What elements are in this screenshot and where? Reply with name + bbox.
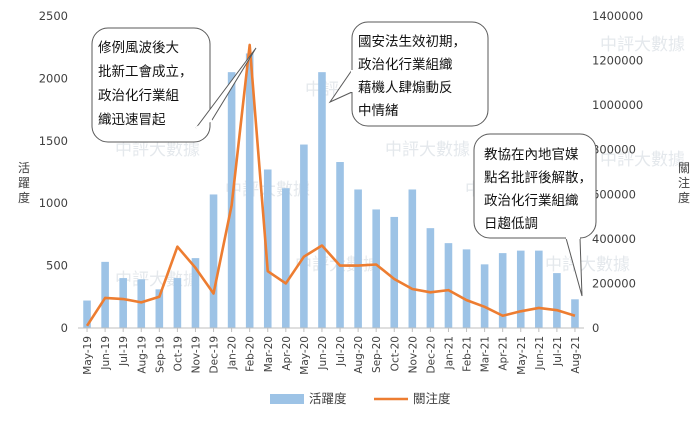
- bar: [336, 162, 344, 328]
- x-tick-label: Jul-21: [552, 336, 564, 367]
- x-tick-label: Feb-20: [245, 336, 257, 372]
- right-tick-label: 0: [592, 321, 599, 335]
- x-tick-label: Oct-19: [172, 336, 184, 371]
- callout-line: 政治化行業組織: [358, 57, 453, 73]
- bar: [318, 72, 326, 328]
- x-tick-label: Dec-20: [425, 336, 437, 373]
- left-axis-title: 活躍度: [18, 161, 30, 205]
- bar: [119, 278, 127, 328]
- x-tick-label: May-21: [516, 336, 528, 375]
- callout-line: 政治化行業組織: [484, 193, 579, 209]
- right-tick-label: 200000: [592, 276, 636, 290]
- x-tick-label: Jan-20: [227, 336, 239, 370]
- x-tick-label: Jul-19: [118, 336, 130, 367]
- bar: [282, 188, 290, 328]
- x-tick-label: Apr-20: [281, 336, 293, 371]
- right-tick-label: 1400000: [592, 9, 643, 23]
- x-tick-label: Sep-19: [154, 336, 166, 373]
- legend-label-bar: 活躍度: [309, 391, 347, 406]
- bar: [101, 262, 109, 328]
- right-axis-title: 關注度: [678, 161, 690, 205]
- x-tick-label: May-19: [82, 336, 94, 375]
- right-tick-label: 400000: [592, 232, 636, 246]
- bar: [427, 228, 435, 328]
- callout-line: 點名批評後解散，: [484, 170, 592, 186]
- watermark-text: 中評大數據: [600, 35, 685, 55]
- watermark-text: 中評大數據: [545, 255, 630, 275]
- legend-label-line: 關注度: [413, 391, 451, 406]
- callout-line: 教協在內地官媒: [484, 147, 579, 163]
- bar: [553, 273, 561, 328]
- callout-line: 修例風波後大: [98, 40, 179, 56]
- x-tick-label: Jun-21: [534, 336, 546, 371]
- x-tick-label: May-20: [299, 336, 311, 375]
- callout-line: 政治化行業組: [98, 88, 179, 104]
- left-tick-label: 1000: [39, 196, 68, 210]
- bar: [517, 251, 525, 328]
- x-tick-label: Oct-20: [389, 336, 401, 371]
- x-tick-label: Jun-19: [100, 336, 112, 371]
- bar: [390, 217, 398, 328]
- watermark-text: 中評大數據: [115, 140, 200, 160]
- bar: [354, 189, 362, 328]
- bar: [463, 249, 471, 328]
- x-tick-label: Jan-21: [443, 336, 455, 370]
- bar: [445, 243, 453, 328]
- x-tick-label: Mar-20: [263, 336, 275, 372]
- x-tick-label: Aug-21: [570, 336, 582, 374]
- bar: [174, 278, 182, 328]
- x-tick-label: Jul-20: [335, 336, 347, 367]
- left-tick-label: 2000: [39, 71, 68, 85]
- bar: [481, 264, 489, 328]
- callout-line: 織迅速冒起: [98, 112, 166, 128]
- left-tick-label: 1500: [39, 134, 68, 148]
- right-tick-label: 1200000: [592, 54, 643, 68]
- bar: [246, 53, 254, 328]
- right-tick-label: 800000: [592, 143, 636, 157]
- x-tick-label: Aug-20: [353, 336, 365, 374]
- right-tick-label: 1000000: [592, 98, 643, 112]
- callout-line: 藉機人肆煽動反: [358, 80, 453, 96]
- callout-line: 國安法生效初期，: [358, 33, 466, 50]
- right-tick-label: 600000: [592, 187, 636, 201]
- callout-line: 批新工會成立，: [98, 64, 193, 80]
- x-tick-label: Aug-19: [136, 336, 148, 374]
- bar: [535, 251, 543, 328]
- watermark-text: 中評大數據: [385, 140, 470, 160]
- left-tick-label: 0: [61, 321, 68, 335]
- bar: [372, 209, 380, 328]
- x-tick-label: Jun-20: [317, 336, 329, 371]
- bar: [300, 145, 308, 328]
- x-tick-label: Apr-21: [498, 336, 510, 371]
- watermark-text: 中評大數據: [115, 270, 200, 290]
- legend-swatch-bar: [270, 394, 304, 404]
- x-tick-label: Dec-19: [209, 336, 221, 373]
- x-tick-label: Mar-21: [480, 336, 492, 372]
- bar: [210, 194, 218, 328]
- x-tick-label: Nov-20: [407, 336, 419, 373]
- legend: 活躍度 關注度: [270, 391, 451, 406]
- callout-line: 日趨低調: [484, 216, 538, 232]
- x-tick-label: Sep-20: [371, 336, 383, 373]
- x-tick-label: Feb-21: [462, 336, 474, 372]
- bar: [409, 189, 417, 328]
- x-tick-label: Nov-19: [190, 336, 202, 373]
- left-tick-label: 500: [46, 259, 68, 273]
- left-tick-label: 2500: [39, 9, 68, 23]
- callout-line: 中情緒: [358, 103, 399, 119]
